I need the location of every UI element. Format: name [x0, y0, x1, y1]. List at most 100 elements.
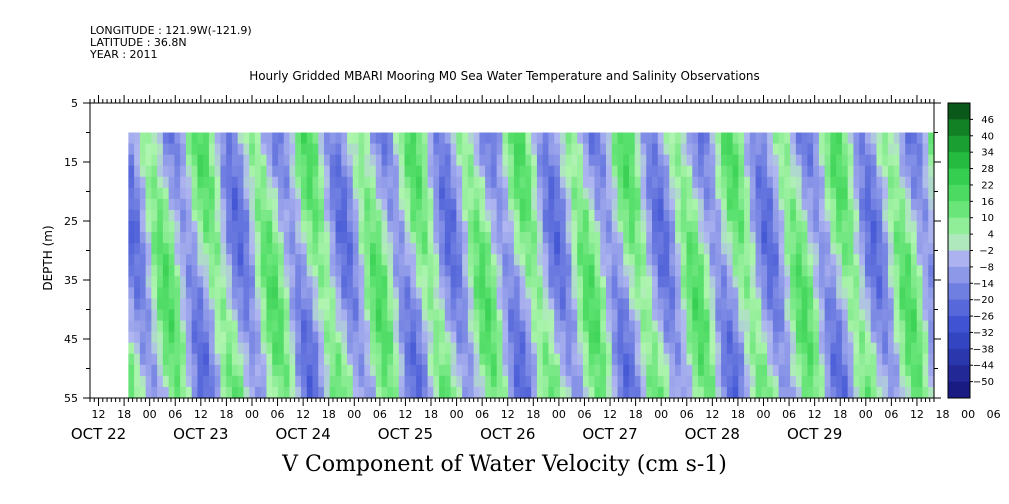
heat-cell	[254, 176, 262, 189]
heat-cell	[358, 386, 365, 399]
heat-cell	[128, 154, 135, 167]
heat-cell	[657, 375, 665, 388]
heat-cell	[859, 165, 866, 178]
heat-cell	[387, 287, 394, 300]
heat-cell	[577, 143, 584, 156]
heat-cell	[450, 132, 457, 145]
heat-cell	[749, 132, 757, 145]
heat-cell	[824, 232, 832, 244]
heat-cell	[318, 232, 325, 244]
heat-cell	[508, 143, 515, 156]
heat-cell	[301, 198, 308, 211]
heat-cell	[364, 132, 371, 145]
heat-cell	[393, 165, 400, 178]
heat-cell	[565, 364, 573, 377]
heat-cell	[139, 254, 147, 266]
heat-cell	[243, 386, 250, 399]
heat-cell	[836, 209, 843, 222]
heat-cell	[715, 254, 722, 266]
heat-cell	[508, 276, 515, 288]
heat-cell	[893, 342, 901, 355]
heat-cell	[237, 364, 245, 377]
x-hour-label: 06	[577, 408, 591, 421]
heat-cell	[347, 386, 354, 399]
heat-cell	[536, 353, 544, 366]
heat-cell	[444, 254, 452, 266]
heat-cell	[582, 309, 590, 322]
heat-cell	[427, 353, 434, 366]
heat-cell	[813, 276, 820, 288]
heat-cell	[669, 331, 676, 344]
heat-cell	[836, 364, 843, 377]
heat-cell	[531, 375, 538, 388]
heat-cell	[508, 232, 515, 244]
heat-cell	[605, 298, 613, 311]
heat-cell	[536, 176, 544, 189]
heat-cell	[272, 165, 279, 178]
heat-cell	[726, 165, 734, 178]
heat-cell	[565, 287, 573, 300]
heat-cell	[312, 243, 319, 255]
heat-cell	[220, 309, 227, 322]
heat-cell	[134, 143, 141, 156]
latitude-label: LATITUDE : 36.8N	[90, 36, 187, 49]
heat-cell	[318, 154, 325, 167]
x-hour-label: 00	[859, 408, 873, 421]
heat-cell	[370, 386, 377, 399]
heat-cell	[352, 132, 360, 145]
heat-cell	[312, 298, 319, 311]
heat-cell	[168, 221, 175, 233]
heat-cell	[686, 320, 693, 333]
heat-cell	[318, 176, 325, 189]
heat-cell	[715, 176, 722, 189]
heat-cell	[790, 386, 797, 399]
heat-cell	[824, 320, 832, 333]
heat-cell	[749, 243, 757, 255]
heat-cell	[813, 165, 820, 178]
heat-cell	[692, 143, 699, 156]
heat-cell	[876, 132, 883, 145]
heat-cell	[824, 165, 832, 178]
heat-cell	[795, 386, 803, 399]
heat-cell	[306, 265, 314, 277]
heat-cell	[237, 331, 245, 344]
heat-cell	[433, 342, 440, 355]
heat-cell	[185, 386, 193, 399]
heat-cell	[732, 320, 739, 333]
colorbar-label: −26	[973, 312, 994, 323]
heat-cell	[433, 176, 440, 189]
heat-cell	[605, 198, 613, 211]
heat-cell	[715, 309, 722, 322]
heat-cell	[145, 331, 152, 344]
heat-cell	[462, 287, 469, 300]
heat-cell	[652, 143, 659, 156]
heat-cell	[312, 176, 319, 189]
heat-cell	[157, 375, 164, 388]
heat-cell	[864, 154, 872, 167]
heat-cell	[663, 298, 670, 311]
heat-cell	[283, 287, 291, 300]
heat-cell	[421, 375, 429, 388]
heat-cell	[876, 375, 883, 388]
heat-cell	[410, 254, 417, 266]
heat-cell	[513, 375, 521, 388]
heat-cell	[214, 143, 222, 156]
heat-cell	[767, 287, 774, 300]
heat-cell	[910, 287, 918, 300]
heat-cell	[738, 364, 745, 377]
heat-cell	[364, 353, 371, 366]
heat-cell	[813, 287, 820, 300]
heat-cell	[456, 375, 463, 388]
heat-cell	[905, 320, 912, 333]
colorbar-label: −50	[973, 377, 994, 388]
heat-cell	[646, 221, 653, 233]
heat-cell	[381, 232, 388, 244]
heat-cell	[749, 143, 757, 156]
heat-cell	[617, 298, 624, 311]
heat-cell	[502, 375, 509, 388]
heat-cell	[813, 154, 820, 167]
heat-cell	[272, 287, 279, 300]
heat-cell	[416, 198, 423, 211]
heat-cell	[237, 320, 245, 333]
heat-cell	[922, 353, 929, 366]
